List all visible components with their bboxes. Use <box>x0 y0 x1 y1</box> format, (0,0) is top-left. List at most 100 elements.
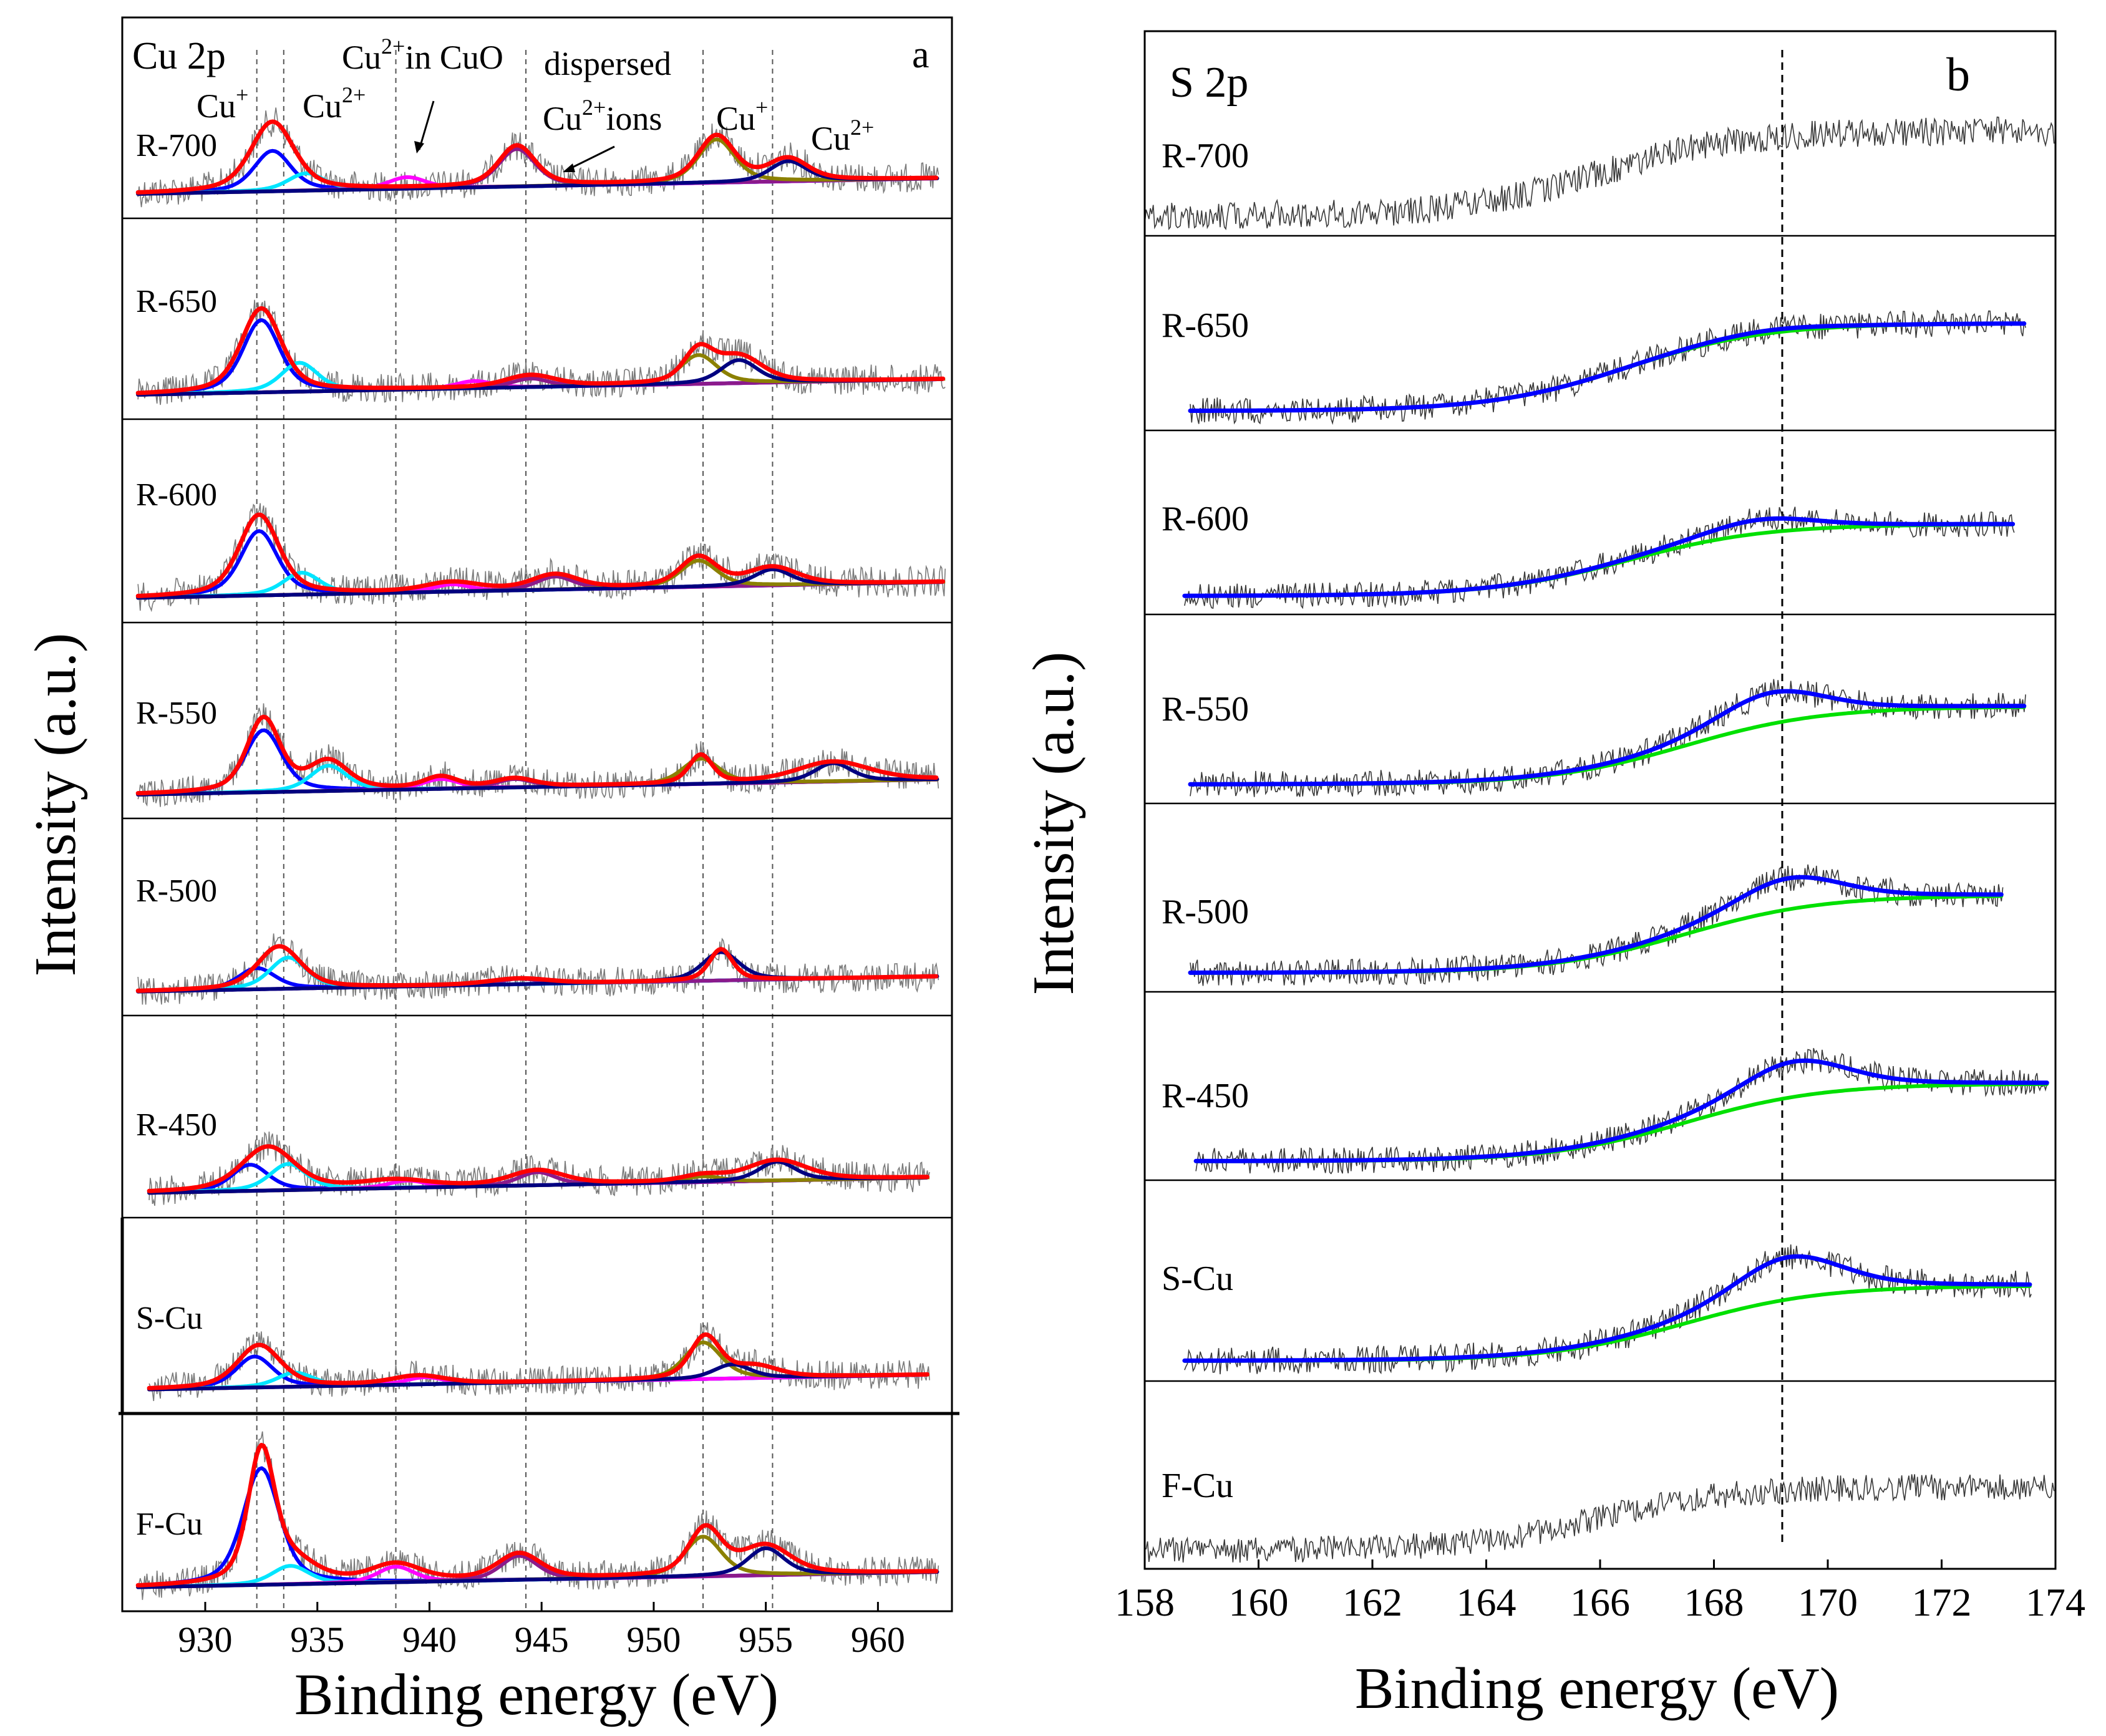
s2p-raw-trace <box>1190 864 2004 986</box>
cu2p-spectrum-r-550 <box>135 703 939 807</box>
annotation-cu2-in-cuo: Cu2+in CuO <box>342 34 503 76</box>
annotation-arrow-cuo <box>418 100 435 150</box>
annotation-cu2-right: Cu2+ <box>811 115 874 157</box>
cu2p-spectrum-r-650 <box>135 299 946 405</box>
cu2p-spectrum-r-600 <box>135 503 946 613</box>
annotation-cu-plus-left: Cu+ <box>197 82 248 125</box>
cu2p-raw-trace <box>148 1132 930 1206</box>
cu2p-sample-label: R-450 <box>136 1107 217 1143</box>
s2p-x-tick-label: 172 <box>1912 1580 1972 1624</box>
cu2p-spectrum-r-450 <box>147 1132 930 1206</box>
cu2p-component <box>136 567 944 600</box>
s2p-raw-trace <box>1184 1244 2032 1375</box>
cu2p-envelope <box>135 306 946 395</box>
panel-a-frame <box>121 16 953 1612</box>
s2p-raw-trace <box>1145 1474 2055 1563</box>
s2p-raw-trace <box>1195 1048 2049 1175</box>
annotation-cu2-left: Cu2+ <box>303 82 366 125</box>
cu2p-sample-label: F-Cu <box>136 1506 203 1542</box>
s2p-background <box>1188 705 2026 787</box>
s2p-fit <box>1188 875 2004 975</box>
cu2p-spectrum-r-500 <box>135 933 939 1005</box>
panel-a-region-label: Cu 2p <box>132 35 226 77</box>
panel-b-ylabel: Intensity (a.u.) <box>1021 652 1086 996</box>
s2p-x-tick-label: 164 <box>1457 1580 1516 1624</box>
s2p-spectrum-r-700 <box>1144 116 2055 231</box>
panel-b-region-label: S 2p <box>1170 59 1248 107</box>
cu2p-x-tick-label: 960 <box>851 1619 905 1660</box>
cu2p-component <box>136 159 939 196</box>
s2p-spectrum-r-650 <box>1188 309 2027 425</box>
cu2p-envelope <box>147 1332 929 1390</box>
s2p-raw-trace <box>1184 507 2015 609</box>
cu2p-component <box>136 1546 939 1589</box>
cu2p-sample-label: R-550 <box>136 696 217 731</box>
s2p-background <box>1188 894 2004 975</box>
s2p-raw-trace <box>1190 679 2026 797</box>
s2p-fit <box>1193 1058 2049 1163</box>
cu2p-spectrum-f-cu <box>135 1431 939 1600</box>
annotation-arrowhead-cuo <box>414 141 424 153</box>
panel-b-frame <box>1143 30 2057 1570</box>
s2p-raw-trace <box>1144 116 2055 231</box>
s2p-sample-label: R-500 <box>1162 893 1249 931</box>
s2p-fit <box>1182 516 2016 598</box>
cu2p-x-tick-label: 935 <box>290 1619 344 1660</box>
panel-b-xlabel: Binding energy (eV) <box>1355 1656 1839 1721</box>
s2p-x-tick-label: 174 <box>2026 1580 2085 1624</box>
s2p-x-tick-label: 168 <box>1684 1580 1744 1624</box>
annotation-dispersed: dispersed <box>544 45 671 82</box>
s2p-fit <box>1188 321 2027 413</box>
s2p-background <box>1182 1284 2032 1363</box>
cu2p-sample-label: R-500 <box>136 873 217 909</box>
s2p-raw-trace <box>1190 309 2026 425</box>
annotation-cu2-ions: Cu2+ions <box>543 95 662 137</box>
cu2p-raw-trace <box>137 107 939 208</box>
panel-a-cu2p: R-700 R-650 R-600 R-550 R-500 R-450 S-Cu F-Cu C… <box>119 16 959 1727</box>
cu2p-sample-label: R-700 <box>136 128 217 163</box>
s2p-fit <box>1188 689 2027 787</box>
s2p-spectrum-r-450 <box>1193 1048 2049 1175</box>
s2p-background <box>1194 1082 2049 1163</box>
s2p-x-tick-label: 160 <box>1229 1580 1289 1624</box>
annotation-arrowhead-dispersed <box>563 163 575 172</box>
cu2p-raw-trace <box>137 299 946 405</box>
s2p-x-tick-label: 158 <box>1115 1580 1175 1624</box>
s2p-sample-label: R-550 <box>1162 690 1249 729</box>
cu2p-envelope <box>135 1443 939 1588</box>
s2p-sample-label: R-700 <box>1162 137 1249 175</box>
panel-b-corner-label: b <box>1946 49 1970 101</box>
cu2p-sample-label: S-Cu <box>136 1301 203 1336</box>
s2p-fit <box>1182 1254 2032 1363</box>
cu2p-x-tick-label: 945 <box>515 1619 569 1660</box>
cu2p-x-tick-label: 940 <box>402 1619 457 1660</box>
s2p-sample-label: R-600 <box>1162 500 1249 538</box>
cu2p-envelope <box>135 944 939 993</box>
panel-a-xlabel: Binding energy (eV) <box>294 1662 779 1727</box>
cu2p-envelope <box>135 512 946 598</box>
s2p-sample-label: F-Cu <box>1162 1467 1233 1505</box>
cu2p-x-tick-label: 950 <box>626 1619 681 1660</box>
cu2p-spectrum-r-700 <box>135 107 939 208</box>
cu2p-spectrum-s-cu <box>147 1322 930 1402</box>
cu2p-component <box>136 761 939 797</box>
cu2p-envelope <box>147 1144 929 1193</box>
s2p-spectrum-f-cu <box>1145 1474 2055 1563</box>
cu2p-envelope <box>135 714 939 796</box>
s2p-spectrum-r-550 <box>1188 679 2027 797</box>
cu2p-sample-label: R-650 <box>136 284 217 319</box>
s2p-x-tick-label: 162 <box>1342 1580 1402 1624</box>
s2p-sample-label: S-Cu <box>1162 1259 1233 1298</box>
panel-b-s2p: R-700 R-650 R-600 R-550 R-500 R-450 S-Cu F-Cu S… <box>1115 30 2085 1721</box>
s2p-spectrum-r-500 <box>1188 864 2004 986</box>
s2p-sample-label: R-450 <box>1162 1077 1249 1115</box>
s2p-spectrum-s-cu <box>1182 1244 2032 1375</box>
cu2p-component <box>147 1160 929 1195</box>
cu2p-envelope <box>135 119 939 195</box>
annotation-cu-plus-right: Cu+ <box>716 95 768 137</box>
panel-a-corner-label: a <box>912 34 929 76</box>
s2p-x-tick-label: 166 <box>1570 1580 1630 1624</box>
s2p-spectrum-r-600 <box>1182 507 2016 609</box>
cu2p-sample-label: R-600 <box>136 477 217 513</box>
